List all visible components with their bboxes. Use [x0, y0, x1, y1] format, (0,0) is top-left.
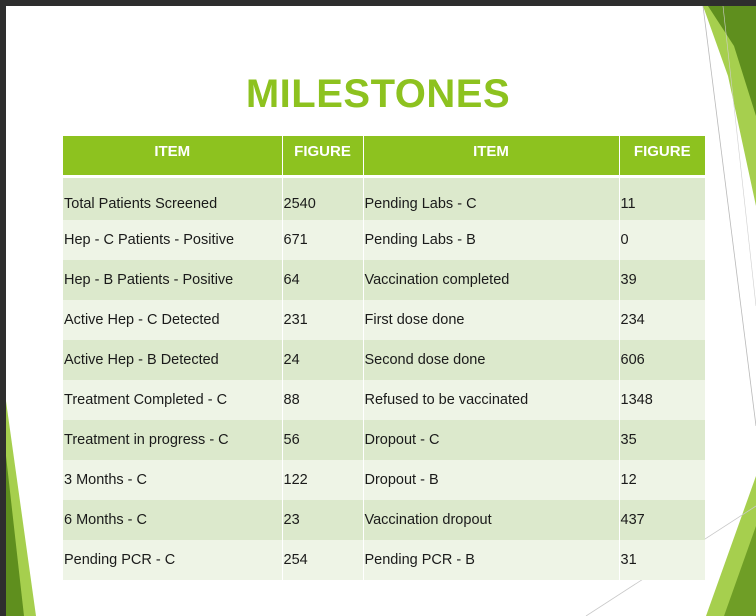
item-cell: Active Hep - B Detected: [63, 340, 283, 380]
table-row: Treatment in progress - C 56 Dropout - C…: [63, 420, 705, 460]
item-cell: Total Patients Screened: [63, 176, 283, 220]
column-header-figure: FIGURE: [619, 136, 705, 178]
figure-cell: 11: [619, 176, 705, 220]
item-cell: First dose done: [363, 300, 620, 340]
deco-facet-top-right-dark: [708, 6, 756, 116]
figure-cell: 31: [619, 540, 705, 580]
item-cell: Pending Labs - C: [363, 176, 620, 220]
table-row: Hep - B Patients - Positive 64 Vaccinati…: [63, 260, 705, 300]
item-cell: Pending PCR - C: [63, 540, 283, 580]
item-cell: Second dose done: [363, 340, 620, 380]
figure-cell: 12: [619, 460, 705, 500]
figure-cell: 122: [282, 460, 364, 500]
figure-cell: 56: [282, 420, 364, 460]
figure-cell: 64: [282, 260, 364, 300]
figure-cell: 2540: [282, 176, 364, 220]
figure-cell: 0: [619, 220, 705, 260]
figure-cell: 88: [282, 380, 364, 420]
figure-cell: 1348: [619, 380, 705, 420]
table-row: 6 Months - C 23 Vaccination dropout 437: [63, 500, 705, 540]
item-cell: Dropout - C: [363, 420, 620, 460]
figure-cell: 437: [619, 500, 705, 540]
table-row: 3 Months - C 122 Dropout - B 12: [63, 460, 705, 500]
figure-cell: 39: [619, 260, 705, 300]
table-header-row: ITEM FIGURE ITEM FIGURE: [63, 136, 705, 178]
item-cell: Pending PCR - B: [363, 540, 620, 580]
column-header-item: ITEM: [363, 136, 620, 178]
item-cell: Vaccination dropout: [363, 500, 620, 540]
item-cell: 3 Months - C: [63, 460, 283, 500]
deco-line-top-right-2: [722, 6, 756, 307]
item-cell: Treatment in progress - C: [63, 420, 283, 460]
figure-cell: 606: [619, 340, 705, 380]
figure-cell: 254: [282, 540, 364, 580]
item-cell: Hep - C Patients - Positive: [63, 220, 283, 260]
table-row: Pending PCR - C 254 Pending PCR - B 31: [63, 540, 705, 580]
item-cell: Refused to be vaccinated: [363, 380, 620, 420]
figure-cell: 23: [282, 500, 364, 540]
deco-facet-bottom-left-dark: [6, 456, 24, 616]
table-row: Treatment Completed - C 88 Refused to be…: [63, 380, 705, 420]
figure-cell: 671: [282, 220, 364, 260]
item-cell: Hep - B Patients - Positive: [63, 260, 283, 300]
slide-title: MILESTONES: [245, 72, 511, 116]
table-row: Active Hep - B Detected 24 Second dose d…: [63, 340, 705, 380]
deco-facet-bottom-right-dark: [724, 526, 756, 616]
item-cell: Dropout - B: [363, 460, 620, 500]
column-header-figure: FIGURE: [282, 136, 364, 178]
figure-cell: 24: [282, 340, 364, 380]
table-row: Active Hep - C Detected 231 First dose d…: [63, 300, 705, 340]
figure-cell: 35: [619, 420, 705, 460]
item-cell: Vaccination completed: [363, 260, 620, 300]
figure-cell: 234: [619, 300, 705, 340]
table-row: Total Patients Screened 2540 Pending Lab…: [63, 176, 705, 220]
figure-cell: 231: [282, 300, 364, 340]
item-cell: Active Hep - C Detected: [63, 300, 283, 340]
column-header-item: ITEM: [63, 136, 283, 178]
item-cell: Treatment Completed - C: [63, 380, 283, 420]
item-cell: 6 Months - C: [63, 500, 283, 540]
table-row: Hep - C Patients - Positive 671 Pending …: [63, 220, 705, 260]
slide-decoration: [6, 6, 756, 616]
milestones-table: ITEM FIGURE ITEM FIGURE Total Patients S…: [63, 136, 705, 580]
deco-line-top-right: [702, 6, 756, 427]
item-cell: Pending Labs - B: [363, 220, 620, 260]
